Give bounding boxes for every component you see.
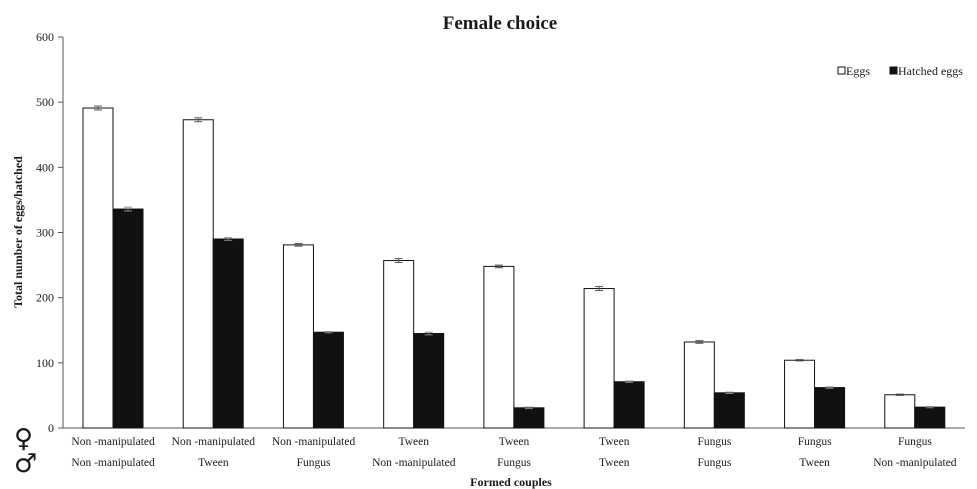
chart-title: Female choice <box>443 13 557 34</box>
category-label-female: Non -manipulated <box>172 436 256 448</box>
error-bar <box>695 340 704 344</box>
error-bar <box>324 331 333 334</box>
error-bar <box>424 331 433 336</box>
hatched-eggs-bar <box>312 331 344 429</box>
category-label-male: Fungus <box>297 457 331 469</box>
hatched-eggs-bar <box>914 406 946 429</box>
category-label-male: Tween <box>198 457 229 469</box>
hatched-eggs-bar <box>513 407 545 429</box>
error-bar <box>925 405 934 409</box>
category-label-female: Fungus <box>798 436 832 448</box>
eggs-bar <box>82 107 114 429</box>
category-label-male: Non -manipulated <box>71 457 155 469</box>
hatched-eggs-bar <box>212 238 244 429</box>
error-bar <box>595 286 604 291</box>
error-bar <box>124 206 132 212</box>
category-label-female: Non -manipulated <box>71 436 155 448</box>
error-bar <box>524 406 533 409</box>
category-label-female: Fungus <box>698 436 732 448</box>
female-symbol: ♀ <box>14 424 33 454</box>
y-axis-label: Total number of eggs/hatched <box>11 156 25 308</box>
category-labels: Non -manipulated Non -manipulated Non -man… <box>71 436 956 469</box>
legend-label-hatched-eggs: Hatched eggs <box>898 64 963 78</box>
eggs-bar <box>583 288 615 429</box>
error-bar <box>494 264 503 269</box>
y-tick-label: 600 <box>36 30 54 44</box>
category-label-male: Fungus <box>497 457 531 469</box>
y-tick-label: 400 <box>36 160 54 174</box>
error-bar <box>94 105 102 111</box>
category-label-male: Fungus <box>698 457 732 469</box>
error-bar <box>725 391 734 394</box>
hatched-eggs-bar <box>613 381 645 429</box>
category-label-female: Fungus <box>898 436 932 448</box>
y-tick-label: 200 <box>36 291 54 305</box>
eggs-bar <box>683 341 715 429</box>
category-label-female: Tween <box>399 436 430 448</box>
eggs-bar <box>483 265 515 429</box>
category-label-female: Tween <box>599 436 630 448</box>
eggs-bar <box>282 244 314 429</box>
eggs-bar <box>182 119 214 429</box>
category-label-female: Non -manipulated <box>272 436 356 448</box>
y-tick-label: 300 <box>36 226 54 240</box>
y-tick-label: 0 <box>48 421 54 435</box>
hatched-eggs-bar <box>413 333 445 429</box>
error-bar <box>224 237 233 241</box>
category-label-male: Tween <box>799 457 830 469</box>
error-bar <box>795 359 804 362</box>
error-bar <box>394 258 403 263</box>
eggs-bar <box>784 359 816 429</box>
male-symbol: ♂ <box>14 449 37 479</box>
error-bar <box>825 386 834 389</box>
bars <box>82 105 946 429</box>
hatched-eggs-bar <box>112 208 144 429</box>
category-label-male: Tween <box>599 457 630 469</box>
legend-swatch-hatched-eggs <box>889 66 898 75</box>
error-bar <box>194 117 203 123</box>
eggs-bar <box>884 394 916 429</box>
error-bar <box>294 243 303 247</box>
y-tick-label: 500 <box>36 95 54 109</box>
category-label-female: Tween <box>499 436 530 448</box>
hatched-eggs-bar <box>713 392 745 429</box>
category-label-male: Non -manipulated <box>873 457 957 469</box>
hatched-eggs-bar <box>814 387 846 429</box>
legend-label-eggs: Eggs <box>846 64 870 78</box>
legend: Eggs Hatched eggs <box>837 64 963 78</box>
error-bar <box>895 393 904 396</box>
y-tick-label: 100 <box>36 356 54 370</box>
x-axis-label: Formed couples <box>470 475 552 489</box>
category-label-male: Non -manipulated <box>372 457 456 469</box>
error-bar <box>625 380 634 383</box>
eggs-bar <box>383 260 415 429</box>
legend-swatch-eggs <box>837 66 846 75</box>
